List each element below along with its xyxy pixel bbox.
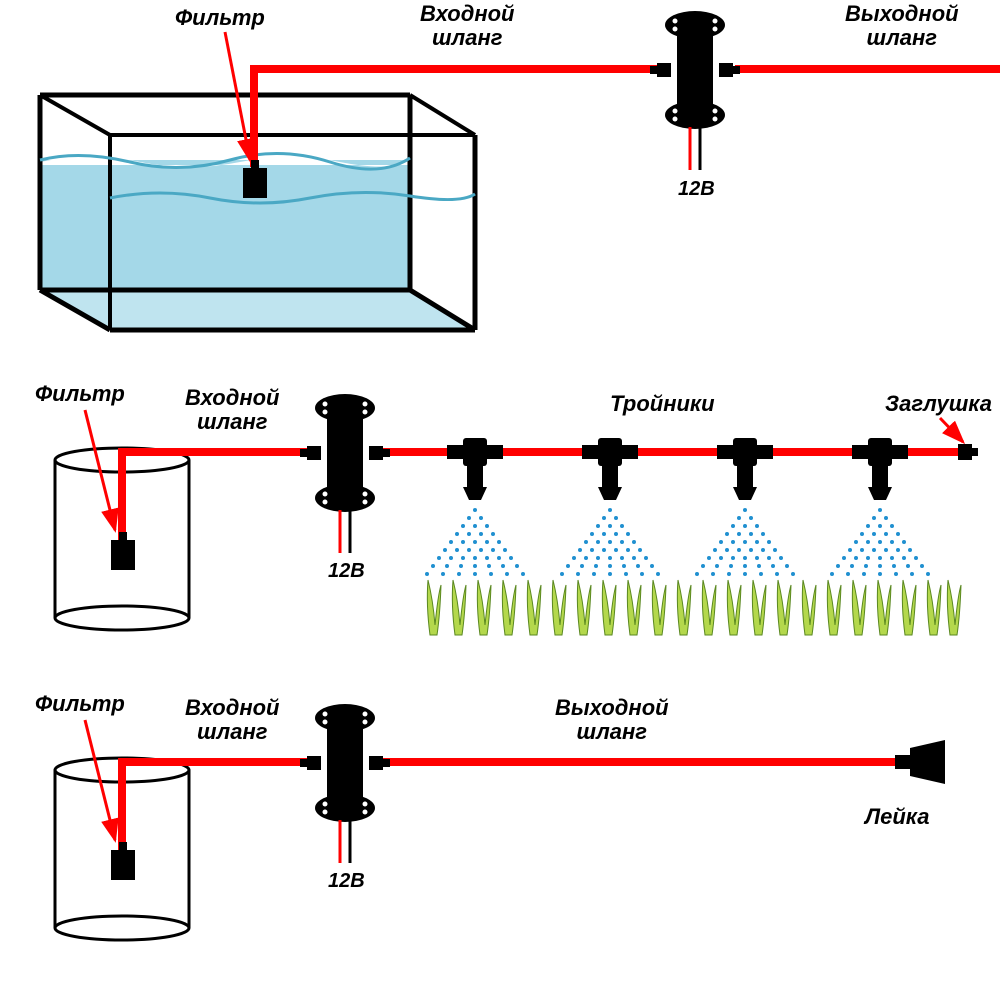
label-voltage: 12В	[328, 870, 365, 892]
pump-icon	[300, 394, 390, 553]
tee-icon	[852, 438, 908, 500]
inlet-hose	[118, 758, 313, 766]
outlet-hose	[735, 65, 1000, 73]
nozzle-icon	[895, 740, 945, 784]
label-inlet-hose: Входной шланг	[420, 2, 515, 50]
tee-icon	[582, 438, 638, 500]
main-hose	[380, 448, 960, 456]
spray-icon	[830, 508, 930, 576]
grass-icon	[427, 580, 961, 635]
outlet-hose	[380, 758, 900, 766]
label-inlet-hose: Входной шланг	[185, 386, 280, 434]
hose-vertical	[118, 758, 126, 850]
pump-icon	[300, 704, 390, 863]
arrow-to-filter	[85, 720, 115, 840]
pump-icon	[650, 11, 740, 170]
spray-icon	[695, 508, 795, 576]
label-filter: Фильтр	[175, 6, 265, 30]
label-filter: Фильтр	[35, 692, 125, 716]
arrow-to-filter	[85, 410, 115, 530]
bucket-icon	[55, 448, 189, 630]
hose-vertical	[118, 448, 126, 540]
filter-icon	[243, 160, 267, 198]
label-outlet-hose: Выходной шланг	[845, 2, 959, 50]
spray-icon	[560, 508, 660, 576]
tee-icon	[717, 438, 773, 500]
inlet-hose	[118, 448, 313, 456]
label-inlet-hose: Входной шланг	[185, 696, 280, 744]
bucket-icon	[55, 758, 189, 940]
inlet-hose	[250, 65, 660, 73]
label-voltage: 12В	[328, 560, 365, 582]
label-tees: Тройники	[610, 392, 715, 416]
hose-vertical	[250, 65, 258, 167]
arrow-to-plug	[940, 418, 963, 442]
spray-icon	[425, 508, 525, 576]
label-voltage: 12В	[678, 178, 715, 200]
tee-icon	[447, 438, 503, 500]
label-outlet-hose: Выходной шланг	[555, 696, 669, 744]
label-filter: Фильтр	[35, 382, 125, 406]
plug-icon	[958, 444, 972, 460]
label-nozzle: Лейка	[865, 805, 929, 829]
filter-icon	[111, 532, 135, 570]
arrow-to-filter	[225, 32, 250, 160]
tank-icon	[40, 95, 475, 330]
filter-icon	[111, 842, 135, 880]
label-plug: Заглушка	[885, 392, 992, 416]
